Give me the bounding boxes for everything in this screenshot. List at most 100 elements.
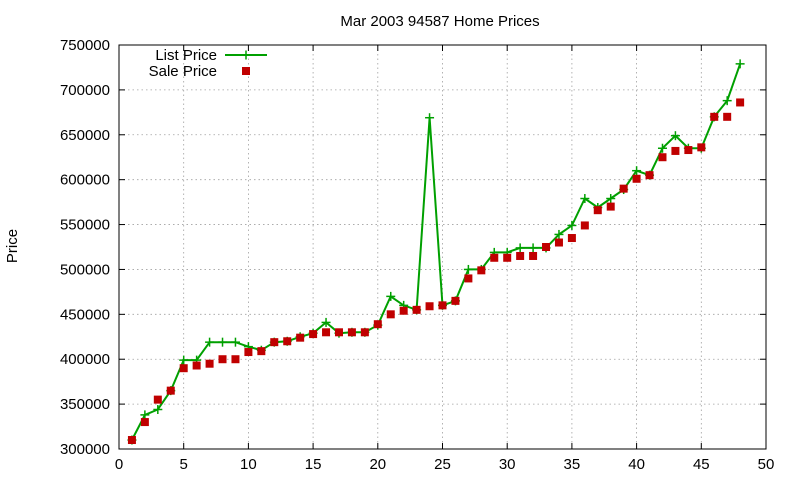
sale-price-point — [723, 112, 732, 121]
chart-title: Mar 2003 94587 Home Prices — [340, 13, 539, 30]
sale-price-series — [127, 98, 745, 445]
legend-label-sale-price: Sale Price — [149, 63, 217, 80]
sale-price-point — [399, 306, 408, 315]
y-axis-label: Price — [4, 229, 21, 263]
x-tick-label: 5 — [180, 456, 188, 473]
sale-price-point — [632, 174, 641, 183]
y-tick-label: 550000 — [60, 217, 110, 234]
sale-price-point — [360, 328, 369, 337]
x-tick-label: 15 — [305, 456, 322, 473]
list-price-point — [140, 410, 150, 420]
list-price-point — [463, 264, 473, 274]
sale-price-point — [697, 143, 706, 152]
y-tick-label: 450000 — [60, 306, 110, 323]
sale-price-point — [140, 418, 149, 427]
list-price-point — [580, 194, 590, 204]
list-price-point — [632, 166, 642, 176]
list-price-point — [657, 143, 667, 153]
list-price-point — [179, 355, 189, 365]
list-price-point — [554, 229, 564, 239]
x-tick-label: 0 — [115, 456, 123, 473]
sale-price-point — [218, 355, 227, 364]
x-tick-label: 25 — [434, 456, 451, 473]
sale-price-point — [529, 251, 538, 260]
list-price-point — [205, 337, 215, 347]
sale-price-point — [270, 338, 279, 347]
sale-price-point — [179, 364, 188, 373]
sale-price-point — [386, 310, 395, 319]
sale-price-point — [166, 386, 175, 395]
sale-price-point — [710, 112, 719, 121]
list-price-point — [230, 337, 240, 347]
sale-price-point — [322, 328, 331, 337]
sale-price-point — [192, 361, 201, 370]
list-price-point — [321, 317, 331, 327]
y-tick-label: 300000 — [60, 441, 110, 458]
legend-marker-sale-price — [242, 67, 250, 75]
sale-price-point — [257, 347, 266, 356]
y-tick-label: 350000 — [60, 396, 110, 413]
list-price-point — [386, 291, 396, 301]
list-price-point — [528, 243, 538, 253]
list-price-point — [218, 337, 228, 347]
x-tick-label: 45 — [693, 456, 710, 473]
list-price-point — [515, 243, 525, 253]
axis-ticks: 0 5 10 15 20 25 30 35 40 45 50 300000 350000 400000 45… — [60, 37, 774, 473]
sale-price-point — [127, 436, 136, 445]
sale-price-point — [516, 251, 525, 260]
list-price-point — [567, 220, 577, 230]
legend-marker-list-price — [241, 50, 251, 60]
series-layer — [127, 59, 745, 445]
sale-price-point — [671, 146, 680, 155]
sale-price-point — [503, 253, 512, 262]
sale-price-point — [542, 243, 551, 251]
sale-price-point — [464, 274, 473, 283]
y-tick-label: 500000 — [60, 261, 110, 278]
sale-price-point — [373, 320, 382, 329]
list-price-point — [722, 96, 732, 106]
sale-price-point — [283, 337, 292, 346]
sale-price-point — [451, 296, 460, 305]
sale-price-point — [593, 206, 602, 215]
sale-price-point — [554, 238, 563, 247]
y-tick-label: 750000 — [60, 37, 110, 54]
x-tick-label: 10 — [240, 456, 257, 473]
sale-price-point — [645, 171, 654, 180]
sale-price-point — [153, 395, 162, 404]
sale-price-point — [347, 328, 356, 337]
sale-price-point — [477, 266, 486, 275]
list-price-point — [606, 194, 616, 204]
sale-price-point — [244, 348, 253, 357]
y-tick-label: 700000 — [60, 82, 110, 99]
y-tick-label: 650000 — [60, 127, 110, 144]
y-tick-label: 400000 — [60, 351, 110, 368]
sale-price-point — [736, 98, 745, 107]
list-price-point — [153, 404, 163, 414]
sale-price-point — [309, 330, 318, 339]
list-price-series — [127, 59, 745, 445]
sale-price-point — [438, 301, 447, 310]
list-price-line — [131, 63, 742, 441]
sale-price-point — [619, 184, 628, 193]
list-price-point — [735, 59, 745, 69]
x-tick-label: 50 — [758, 456, 775, 473]
x-tick-label: 35 — [564, 456, 581, 473]
sale-price-point — [334, 328, 343, 337]
sale-price-point — [296, 333, 305, 342]
grid — [119, 45, 766, 449]
sale-price-point — [490, 253, 499, 262]
sale-price-point — [606, 202, 615, 211]
list-price-point — [670, 131, 680, 141]
sale-price-point — [567, 234, 576, 243]
sale-price-point — [231, 355, 240, 364]
sale-price-point — [580, 221, 589, 230]
x-tick-label: 30 — [499, 456, 516, 473]
x-tick-label: 20 — [369, 456, 386, 473]
sale-price-point — [425, 302, 434, 311]
sale-price-point — [205, 359, 214, 368]
legend-label-list-price: List Price — [155, 47, 217, 64]
y-tick-label: 600000 — [60, 172, 110, 189]
sale-price-point — [684, 146, 693, 155]
